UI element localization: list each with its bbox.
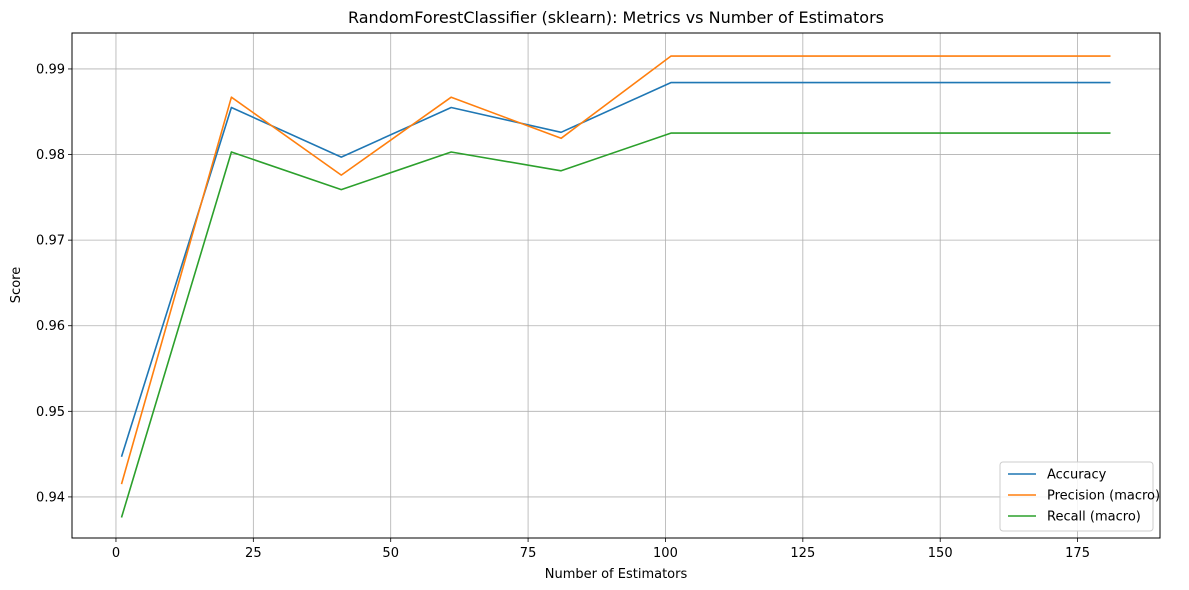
chart-title: RandomForestClassifier (sklearn): Metric…: [348, 8, 884, 27]
series-lines: [120, 55, 1111, 518]
x-axis-label: Number of Estimators: [545, 567, 688, 582]
x-tick-label: 50: [382, 546, 399, 561]
legend: Accuracy Precision (macro) Recall (macro): [999, 461, 1160, 532]
series-line-precision-macro: [120, 55, 1111, 485]
y-tick-label: 0.95: [36, 405, 65, 420]
series-line-recall-macro: [120, 132, 1111, 518]
grid-lines: [72, 33, 1160, 538]
legend-entry-label: Precision (macro): [1047, 489, 1160, 504]
legend-entry-label: Accuracy: [1047, 468, 1107, 483]
x-tick-label: 150: [928, 546, 953, 561]
y-axis-ticks: 0.94 0.95 0.96 0.97 0.98 0.99: [36, 62, 72, 505]
y-tick-label: 0.96: [36, 319, 65, 334]
x-axis-ticks: 0 25 50 75 100 125 150 175: [112, 538, 1090, 561]
x-tick-label: 0: [112, 546, 120, 561]
x-tick-label: 25: [245, 546, 262, 561]
x-tick-label: 100: [653, 546, 678, 561]
y-tick-label: 0.98: [36, 148, 65, 163]
series-line-accuracy: [120, 81, 1111, 457]
y-tick-label: 0.97: [36, 234, 65, 249]
y-tick-label: 0.99: [36, 62, 65, 77]
legend-entry-label: Recall (macro): [1047, 510, 1141, 525]
x-tick-label: 125: [790, 546, 815, 561]
plot-frame: [71, 32, 1161, 539]
legend-box: [999, 461, 1154, 532]
y-tick-label: 0.94: [36, 490, 65, 505]
y-axis-label: Score: [9, 267, 24, 303]
x-tick-label: 75: [520, 546, 537, 561]
x-tick-label: 175: [1065, 546, 1090, 561]
